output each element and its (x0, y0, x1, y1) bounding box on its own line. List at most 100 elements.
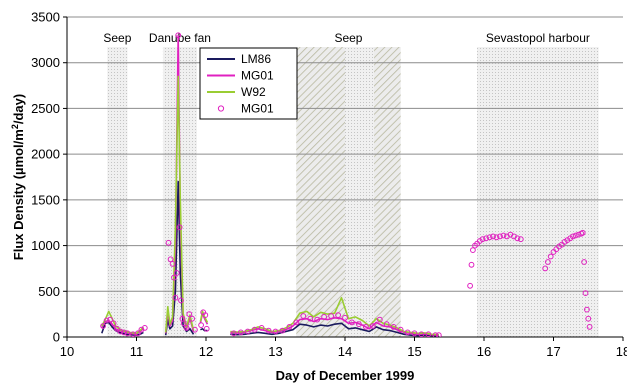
data-point (230, 330, 237, 337)
data-point (425, 331, 432, 337)
series-line-segment (230, 296, 439, 336)
data-point (251, 326, 258, 333)
data-point (383, 321, 390, 328)
data-point (169, 261, 176, 267)
y-tick-label-0: 0 (53, 330, 60, 345)
x-axis-title: Day of December 1999 (276, 368, 415, 383)
data-point (435, 332, 442, 337)
y-tick-label-4: 2000 (31, 147, 60, 162)
data-point (490, 233, 496, 240)
x-tick-label-8: 18 (616, 344, 627, 359)
data-point (570, 233, 576, 240)
data-point (178, 297, 184, 304)
region-hatch-a (296, 47, 345, 337)
series-line-segment (101, 310, 144, 335)
y-tick-label-2: 1000 (31, 238, 60, 253)
data-point (107, 316, 113, 323)
region-label-0: Seep (103, 31, 131, 45)
y-tick-label-3: 1500 (31, 192, 60, 207)
data-point (390, 324, 397, 330)
data-point (349, 319, 355, 326)
data-point (172, 294, 179, 301)
legend-label-3: MG01 (241, 102, 274, 116)
x-tick-label-6: 16 (477, 344, 491, 359)
data-point (175, 32, 182, 39)
data-point (493, 234, 500, 241)
data-point (244, 328, 251, 335)
data-point (579, 229, 586, 236)
y-axis-title-end: /day) (11, 94, 26, 124)
legend-label-2: W92 (241, 85, 266, 99)
series-mg01-markers (100, 32, 593, 337)
data-point (468, 261, 475, 268)
data-point (272, 328, 279, 335)
data-point (203, 325, 210, 332)
data-point (110, 320, 117, 327)
data-point (293, 319, 300, 326)
region-label-2: Seep (334, 31, 362, 45)
data-point (183, 325, 190, 331)
data-point (258, 325, 265, 331)
data-point (300, 313, 307, 319)
x-tick-label-1: 11 (130, 344, 144, 359)
data-point (165, 239, 172, 246)
data-point (171, 274, 177, 281)
series-line-segment (164, 75, 195, 333)
legend-label-0: LM86 (241, 52, 271, 66)
data-point (500, 232, 507, 239)
data-point (542, 265, 549, 272)
data-series (100, 32, 593, 337)
axes: 0 500 1000 1500 2000 2500 3000 3500 10 11 12 13 14 15… (31, 10, 627, 360)
data-point (198, 322, 205, 329)
data-point (265, 327, 272, 334)
data-point (121, 329, 127, 336)
data-point (202, 312, 209, 319)
gridlines (67, 16, 623, 292)
data-point (397, 326, 404, 333)
data-point (180, 320, 187, 327)
data-point (483, 235, 490, 242)
data-point (237, 329, 244, 336)
region-label-1: Danube fan (149, 31, 211, 45)
data-point (103, 317, 110, 324)
x-tick-label-7: 17 (546, 344, 560, 359)
data-point (141, 325, 148, 331)
data-point (135, 330, 141, 337)
data-point (584, 306, 590, 313)
data-point (363, 324, 369, 330)
data-point (307, 315, 314, 322)
data-point (586, 324, 593, 330)
data-point (517, 236, 524, 243)
data-point (173, 270, 180, 276)
series-w92-line (101, 75, 439, 336)
y-tick-label-5: 2500 (31, 101, 60, 116)
region-dots-mid (345, 47, 375, 337)
series-line-segment (230, 317, 439, 336)
data-point (186, 311, 193, 318)
data-point (486, 234, 493, 241)
data-point (497, 233, 503, 240)
y-axis-title-main: Flux Density (µmol/m (11, 129, 26, 260)
data-point (176, 224, 183, 231)
data-point (342, 314, 348, 321)
legend-swatch-3 (217, 105, 225, 112)
x-tick-label-3: 13 (268, 344, 282, 359)
data-point (404, 329, 411, 336)
data-point (321, 314, 328, 320)
data-point (100, 323, 106, 329)
data-point (328, 313, 335, 319)
region-band-0 (107, 47, 128, 337)
data-point (189, 315, 196, 322)
data-point (581, 259, 587, 265)
data-point (418, 331, 425, 337)
region-band-3 (477, 47, 599, 337)
data-point (470, 247, 476, 254)
data-point (192, 326, 198, 333)
data-point (124, 330, 131, 337)
data-point (335, 312, 342, 319)
y-tick-label-6: 3000 (31, 55, 60, 70)
legend-label-1: MG01 (241, 69, 274, 83)
data-point (167, 256, 174, 263)
shaded-regions: Seep Danube fan Seep Sevastopol harbour (103, 31, 599, 337)
